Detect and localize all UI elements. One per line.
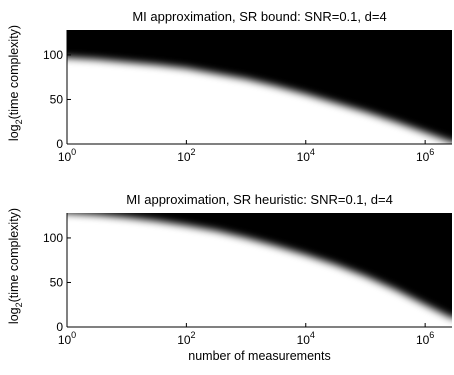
x-tick-label: 104 <box>297 147 315 164</box>
x-tick-label: 104 <box>297 330 315 347</box>
y-tick-label: 0 <box>56 137 63 151</box>
x-tick-label: 106 <box>416 330 434 347</box>
high-region <box>67 213 452 319</box>
x-tick-label: 100 <box>58 330 76 347</box>
heatmap <box>67 30 452 144</box>
x-axis-label: number of measurements <box>188 349 330 363</box>
panel-1: MI approximation, SR bound: SNR=0.1, d=4… <box>7 9 452 164</box>
y-tick-label: 50 <box>50 92 64 106</box>
x-tick-label: 100 <box>58 147 76 164</box>
y-tick-label: 0 <box>56 320 63 334</box>
y-tick-label: 100 <box>43 48 63 62</box>
panel-title: MI approximation, SR bound: SNR=0.1, d=4 <box>132 9 386 24</box>
panel-2: MI approximation, SR heuristic: SNR=0.1,… <box>7 192 452 363</box>
y-tick-label: 100 <box>43 231 63 245</box>
panel-title: MI approximation, SR heuristic: SNR=0.1,… <box>126 192 393 207</box>
high-region <box>67 30 452 143</box>
y-axis-label: log2(time complexity) <box>7 25 24 141</box>
heatmap <box>67 213 452 327</box>
x-tick-label: 102 <box>177 147 195 164</box>
x-tick-label: 102 <box>177 330 195 347</box>
x-tick-label: 106 <box>416 147 434 164</box>
y-axis-label: log2(time complexity) <box>7 208 24 324</box>
y-tick-label: 50 <box>50 275 64 289</box>
